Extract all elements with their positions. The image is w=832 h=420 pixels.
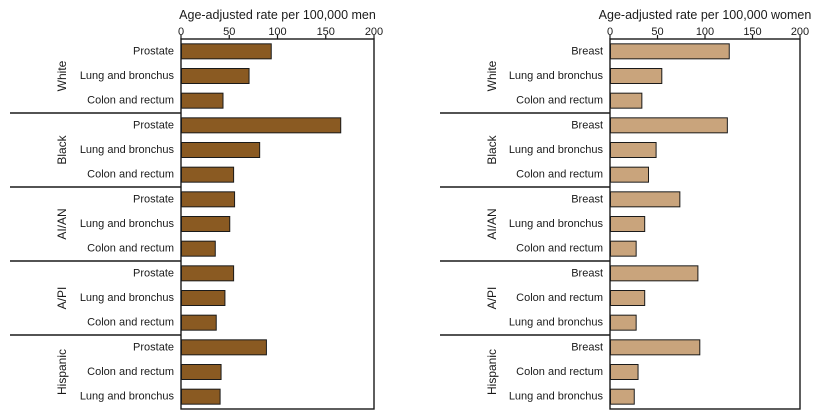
bar (610, 265, 699, 282)
group-label: White (485, 60, 499, 91)
x-tick-label: 100 (696, 26, 714, 38)
category-label: Prostate (133, 45, 174, 57)
category-label: Colon and rectum (516, 169, 603, 181)
bar (610, 388, 635, 405)
bar (181, 68, 250, 84)
bar (610, 240, 637, 257)
category-label: Lung and bronchus (509, 70, 604, 82)
category-label: Lung and bronchus (80, 218, 175, 230)
bar (610, 117, 728, 134)
group-label: AI/AN (55, 208, 69, 239)
category-label: Colon and rectum (87, 317, 174, 329)
x-tick-label: 200 (365, 26, 383, 38)
bar (610, 43, 730, 60)
bar (181, 191, 236, 208)
category-label: Lung and bronchus (509, 144, 604, 156)
bar (181, 388, 221, 405)
group-label: A/PI (55, 287, 69, 310)
group-label: Hispanic (55, 349, 69, 395)
category-label: Breast (571, 341, 603, 353)
bar (610, 191, 681, 208)
category-label: Breast (571, 193, 603, 205)
x-tick-label: 200 (791, 26, 809, 38)
group-label: Black (485, 134, 499, 164)
category-label: Lung and bronchus (80, 292, 175, 304)
x-tick-label: 150 (743, 26, 761, 38)
group-label: Hispanic (485, 349, 499, 395)
bar (181, 43, 272, 60)
category-label: Lung and bronchus (80, 144, 175, 156)
bar (610, 142, 657, 158)
bar (181, 216, 231, 232)
category-label: Prostate (133, 119, 174, 131)
category-label: Lung and bronchus (509, 317, 604, 329)
x-tick-label: 50 (223, 26, 235, 38)
x-tick-label: 0 (607, 26, 613, 38)
x-tick-label: 150 (317, 26, 335, 38)
bar (181, 290, 226, 306)
category-label: Prostate (133, 193, 174, 205)
bar (610, 92, 643, 109)
bar (181, 240, 216, 257)
group-label: Black (55, 134, 69, 164)
bar (610, 314, 637, 331)
bar (181, 142, 261, 158)
bar (610, 290, 646, 306)
chart-panel-1: Age-adjusted rate per 100,000 men 0 50 100 1… (10, 8, 383, 410)
category-label: Breast (571, 45, 603, 57)
bar (181, 117, 342, 134)
bar (610, 216, 646, 232)
bar (181, 364, 222, 380)
category-label: Colon and rectum (87, 243, 174, 255)
category-label: Colon and rectum (87, 366, 174, 378)
category-label: Lung and bronchus (80, 391, 175, 403)
category-label: Colon and rectum (87, 95, 174, 107)
category-label: Prostate (133, 267, 174, 279)
category-label: Lung and bronchus (509, 391, 604, 403)
category-label: Lung and bronchus (509, 218, 604, 230)
bar (610, 166, 649, 183)
x-axis-title: Age-adjusted rate per 100,000 men (179, 8, 376, 22)
group-label: AI/AN (485, 208, 499, 239)
bar (181, 92, 224, 109)
category-label: Lung and bronchus (80, 70, 175, 82)
bar (610, 364, 639, 380)
bar (181, 265, 235, 282)
x-tick-label: 50 (651, 26, 663, 38)
bar (181, 314, 217, 331)
category-label: Colon and rectum (516, 366, 603, 378)
category-label: Colon and rectum (516, 95, 603, 107)
bar (610, 68, 663, 84)
chart-panel-2: Age-adjusted rate per 100,000 women 0 50 10… (440, 8, 812, 410)
category-label: Colon and rectum (516, 243, 603, 255)
category-label: Colon and rectum (516, 292, 603, 304)
bar (181, 339, 267, 356)
x-axis-title: Age-adjusted rate per 100,000 women (599, 8, 812, 22)
bar (181, 166, 235, 183)
category-label: Breast (571, 119, 603, 131)
x-tick-label: 0 (178, 26, 184, 38)
category-label: Colon and rectum (87, 169, 174, 181)
bar (610, 339, 701, 356)
group-label: A/PI (485, 287, 499, 310)
group-label: White (55, 60, 69, 91)
x-tick-label: 100 (268, 26, 286, 38)
category-label: Prostate (133, 341, 174, 353)
category-label: Breast (571, 267, 603, 279)
